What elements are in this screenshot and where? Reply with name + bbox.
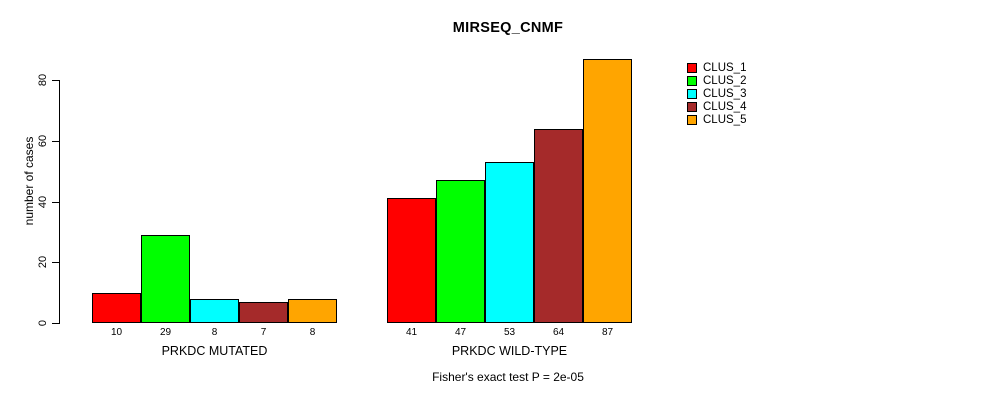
y-axis-tick-label: 60 [37,134,49,147]
legend-label: CLUS_1 [703,61,747,74]
legend: CLUS_1 CLUS_2 CLUS_3 CLUS_4 CLUS_5 [687,61,746,126]
chart-title: MIRSEQ_CNMF [452,20,564,36]
bar-value-label: 8 [309,327,316,338]
y-axis-line [59,80,60,324]
y-axis-tick-label: 40 [37,195,49,208]
legend-entry: CLUS_4 [687,100,746,113]
bar-value-label: 29 [159,327,172,338]
bar-value-label: 53 [503,327,516,338]
legend-entry: CLUS_5 [687,113,746,126]
y-axis-tick-label: 0 [37,319,49,327]
y-axis-tick [52,80,59,81]
bar-clus_4 [534,129,583,323]
legend-swatch-icon [687,88,697,99]
y-axis-tick-label: 20 [37,256,49,269]
legend-swatch-icon [687,101,697,112]
y-axis-tick [52,262,59,264]
legend-label: CLUS_3 [703,87,747,100]
bar-value-label: 47 [454,327,467,338]
bar-clus_2 [436,180,485,323]
bar-clus_4 [239,302,288,323]
bar-value-label: 7 [260,327,267,338]
group-label: PRKDC WILD-TYPE [451,344,568,358]
legend-swatch-icon [687,75,697,86]
bar-value-label: 8 [211,327,218,338]
legend-swatch-icon [687,62,697,73]
legend-entry: CLUS_3 [687,87,746,100]
bar-clus_5 [583,59,632,323]
bar-value-label: 87 [601,327,614,338]
bar-clus_2 [141,235,190,323]
y-axis-tick [52,323,59,324]
legend-entry: CLUS_1 [687,61,746,74]
bar-value-label: 41 [405,327,418,338]
bar-clus_1 [92,293,141,323]
y-axis-label: number of cases [22,136,36,226]
bar-clus_3 [485,162,534,323]
legend-label: CLUS_2 [703,74,747,87]
bar-clus_3 [190,299,239,323]
y-axis-tick [52,201,59,203]
bar-value-label: 10 [110,327,123,338]
bar-value-label: 64 [552,327,565,338]
legend-label: CLUS_4 [703,100,747,113]
legend-label: CLUS_5 [703,113,747,126]
legend-swatch-icon [687,114,697,125]
bar-clus_5 [288,299,337,323]
bar-clus_1 [387,198,436,323]
y-axis-tick [52,140,59,142]
footnote: Fisher's exact test P = 2e-05 [432,370,584,384]
group-label: PRKDC MUTATED [161,344,268,358]
legend-entry: CLUS_2 [687,74,746,87]
y-axis-tick-label: 80 [37,73,49,87]
